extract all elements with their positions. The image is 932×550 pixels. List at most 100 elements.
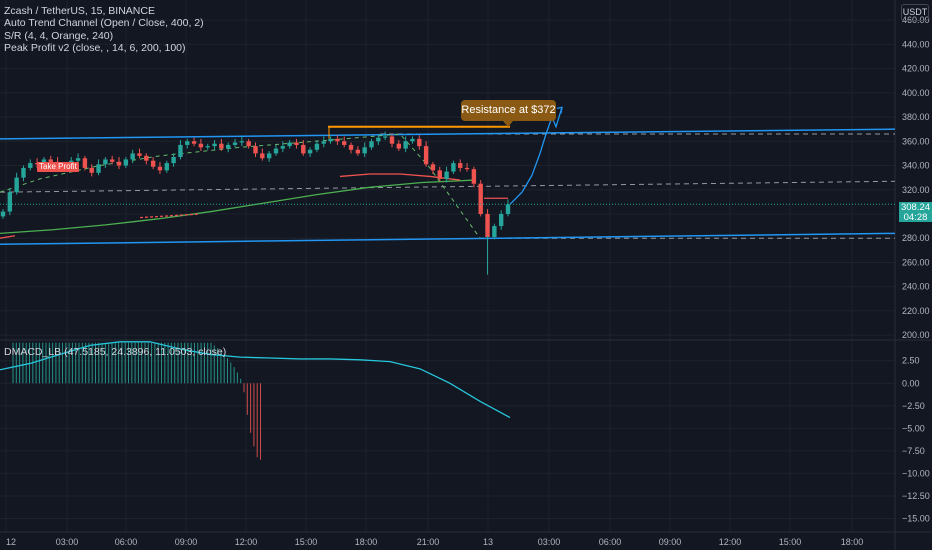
time-axis-label: 12:00 [719, 537, 742, 547]
indicator-peak-profit[interactable]: Peak Profit v2 (close, , 14, 6, 200, 100… [4, 41, 186, 54]
candle-body [164, 163, 169, 171]
candle-body [150, 160, 156, 167]
candle-body [389, 136, 395, 144]
candle-body [103, 159, 108, 165]
candle-body [14, 177, 19, 193]
oscillator-axis-label: −10.00 [902, 468, 930, 478]
candle-body [321, 141, 326, 144]
candle-body [226, 144, 231, 149]
candle-body [144, 155, 149, 161]
candle-body [89, 167, 94, 173]
price-axis-label: 200.00 [902, 330, 930, 340]
resistance-callout[interactable]: Resistance at $372 [461, 100, 556, 121]
time-axis-label: 09:00 [659, 537, 682, 547]
price-axis-label: 400.00 [902, 88, 930, 98]
candle-body [116, 161, 122, 166]
candle-body [28, 163, 33, 168]
candle-body [205, 146, 210, 148]
candle-body [464, 167, 470, 170]
price-axis-label: 220.00 [902, 306, 930, 316]
candle-body [198, 143, 204, 148]
candle-body [451, 163, 456, 172]
candle-body [253, 146, 258, 154]
price-axis-label: 320.00 [902, 185, 930, 195]
oscillator-legend[interactable]: DMACD_LB (47.5185, 24.3896, 11.0503, clo… [4, 346, 227, 358]
candle-body [382, 136, 388, 138]
time-axis-label: 06:00 [599, 537, 622, 547]
candle-body [96, 164, 101, 173]
oscillator-signal-line [0, 341, 511, 419]
callout-pointer [503, 121, 513, 127]
candle-body [266, 153, 272, 159]
candle-body [410, 138, 415, 142]
candle-body [273, 148, 279, 154]
candle-body [437, 170, 442, 179]
chart-legend: Zcash / TetherUS, 15, BINANCE Auto Trend… [4, 5, 204, 54]
indicator-support-resistance[interactable]: S/R (4, 4, Orange, 240) [4, 29, 114, 42]
candle-body [335, 138, 340, 142]
last-price-value: 308.24 [900, 202, 931, 213]
candle-body [492, 226, 497, 238]
candle-body [498, 213, 504, 227]
oscillator-histogram [12, 342, 261, 460]
symbol-title[interactable]: Zcash / TetherUS, 15, BINANCE [4, 5, 155, 17]
candle-body [185, 141, 190, 145]
currency-badge[interactable]: USDT [901, 4, 929, 21]
oscillator-axis-label: −5.00 [902, 423, 925, 433]
candle-body [485, 213, 490, 238]
candle-body [294, 142, 299, 145]
candle-body [232, 142, 238, 145]
candle-body [212, 143, 217, 147]
time-axis-label: 03:00 [56, 537, 79, 547]
candle-body [260, 153, 265, 159]
candle-body [239, 141, 245, 143]
candle-body [246, 141, 251, 147]
candle-body [82, 158, 88, 168]
candle-body [157, 166, 163, 171]
time-axis-label: 12:00 [235, 537, 258, 547]
candle-body [348, 144, 354, 150]
oscillator-axis-label: 0.00 [902, 378, 920, 388]
time-axis-label: 09:00 [175, 537, 198, 547]
price-axis-label: 440.00 [902, 39, 930, 49]
time-axis-label: 03:00 [538, 537, 561, 547]
indicator-auto-trend-channel[interactable]: Auto Trend Channel (Open / Close, 400, 2… [4, 17, 204, 30]
candle-body [75, 158, 81, 161]
projection-arrow-head [556, 106, 563, 114]
candle-body [471, 169, 477, 184]
candle-body [430, 164, 436, 171]
oscillator-axis-label: −12.50 [902, 491, 930, 501]
price-axis-label: 360.00 [902, 136, 930, 146]
candle-body [48, 159, 53, 162]
candle-body [109, 159, 115, 162]
candle-body [355, 149, 361, 154]
time-axis-label: 15:00 [295, 537, 318, 547]
grid-lines [0, 0, 895, 532]
candle-body [458, 163, 463, 168]
candle-body [307, 149, 313, 154]
candle-body [478, 183, 483, 214]
candle-body [301, 144, 306, 154]
oscillator-axis-label: −15.00 [902, 513, 930, 523]
channel-lower-line [0, 232, 896, 246]
price-axis-label: 380.00 [902, 112, 930, 122]
candle-body [362, 147, 367, 154]
price-axis-label: 260.00 [902, 257, 930, 267]
candle-body [171, 157, 176, 164]
time-axis-label: 18:00 [841, 537, 864, 547]
candle-body [369, 141, 374, 148]
peak-profit-trendline [0, 133, 481, 239]
price-axis-label: 280.00 [902, 233, 930, 243]
time-axis-label: 21:00 [417, 537, 440, 547]
price-axis-label: 340.00 [902, 161, 930, 171]
candle-body [328, 138, 333, 142]
candle-body [0, 211, 6, 217]
candle-body [280, 146, 285, 149]
candle-body [403, 141, 408, 149]
last-price-tag: 308.24 04:28 [899, 202, 932, 223]
oscillator-axis-label: −2.50 [902, 401, 925, 411]
moving-average-green [0, 179, 476, 235]
candle-body [41, 159, 47, 165]
moving-average-red-dash [139, 213, 201, 219]
